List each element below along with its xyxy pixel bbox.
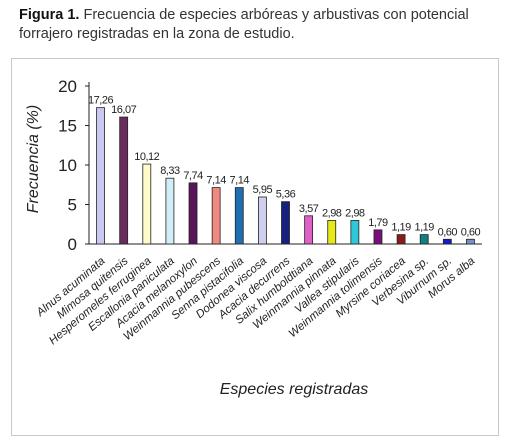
bar-value-label: 2,98 [322, 207, 342, 219]
y-tick-label: 5 [68, 196, 77, 215]
bar [396, 234, 406, 245]
bar-value-label: 7,14 [206, 175, 226, 187]
bar [257, 196, 267, 245]
bar [119, 116, 129, 245]
bar-value-label: 2,98 [345, 207, 365, 219]
bar-value-label: 1,79 [368, 217, 388, 229]
bar-value-label: 16,07 [111, 104, 136, 116]
bar [327, 220, 337, 245]
bar [188, 182, 198, 245]
bar-value-label: 0,60 [461, 226, 481, 238]
bar-value-label: 7,14 [230, 175, 250, 187]
bar-value-label: 0,60 [438, 226, 458, 238]
bar [466, 238, 475, 245]
bar-value-label: 8,33 [160, 165, 180, 177]
bar [350, 220, 360, 245]
bar [304, 215, 314, 245]
bar [442, 238, 452, 245]
x-axis-label: Especies registradas [220, 381, 369, 398]
bar-value-label: 10,12 [134, 151, 159, 163]
y-tick-label: 0 [68, 235, 77, 254]
y-tick-label: 20 [58, 77, 77, 96]
bar-value-label: 1,19 [391, 222, 411, 234]
bar [165, 177, 175, 245]
bar-value-label: 7,74 [183, 170, 203, 182]
figure-caption: Figura 1. Frecuencia de especies arbórea… [19, 6, 499, 44]
bar-value-label: 1,19 [414, 222, 434, 234]
bar [96, 107, 105, 245]
y-tick-label: 15 [58, 117, 77, 136]
bar [419, 234, 429, 245]
bar [234, 187, 244, 245]
bar-value-label: 17,26 [88, 95, 113, 107]
bar [142, 163, 152, 245]
bar-value-label: 5,36 [276, 189, 296, 201]
figure-caption-text: Frecuencia de especies arbóreas y arbust… [19, 7, 469, 42]
bar [281, 201, 290, 245]
y-axis-label: Frecuencia (%) [25, 105, 42, 213]
chart-frame: Frecuencia (%) Especies registradas 0 5 10… [11, 58, 499, 436]
bar [373, 229, 383, 245]
bar-value-label: 3,57 [299, 203, 319, 215]
bar [211, 187, 221, 245]
figure-label: Figura 1. [19, 7, 80, 23]
bar-value-label: 5,95 [253, 184, 273, 196]
y-tick-label: 10 [58, 156, 77, 175]
bar-chart: Frecuencia (%) Especies registradas 0 5 10… [25, 77, 482, 398]
